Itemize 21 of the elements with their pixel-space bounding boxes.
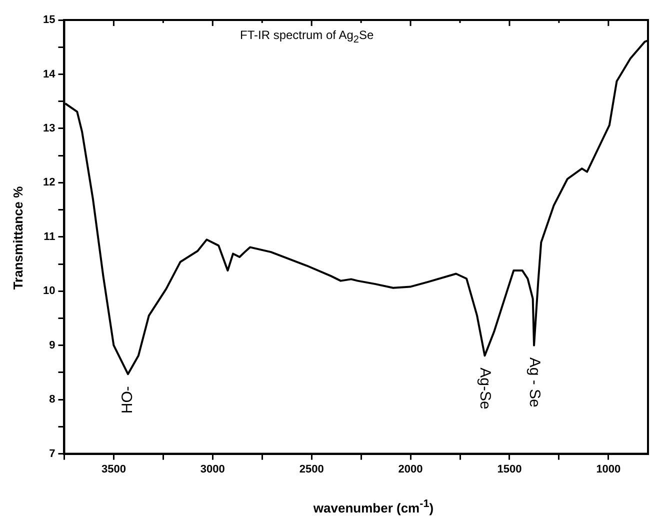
x-tick-label: 1000 [596,463,621,476]
y-tick-label: 8 [49,394,56,406]
x-axis-title: wavenumber (cm$^{-1}$) [312,498,435,516]
x-tick-label: 3500 [101,463,126,476]
y-tick-label: 11 [44,230,56,243]
y-tick-label: 10 [42,285,56,298]
x-tick-label: 3000 [200,463,225,476]
annotation: Ag-Se [476,368,494,410]
x-tick-label: 2000 [398,463,423,476]
x-tick-label: 2500 [299,463,324,476]
y-tick-label: 9 [49,339,56,352]
y-tick-label: 7 [49,448,56,460]
x-tick-label: 1500 [497,463,522,476]
y-tick-label: 13 [42,122,56,134]
text: FT-IR spectrum of Ag$_{2}$Se [240,28,374,46]
y-tick-label: 15 [42,14,56,26]
y-axis-title: Transmittance % [10,186,26,290]
y-tick-label: 14 [42,68,56,80]
y-tick-label: 12 [42,176,56,189]
annotation: Ag - Se [526,357,543,408]
annotation: HO- [119,386,136,414]
